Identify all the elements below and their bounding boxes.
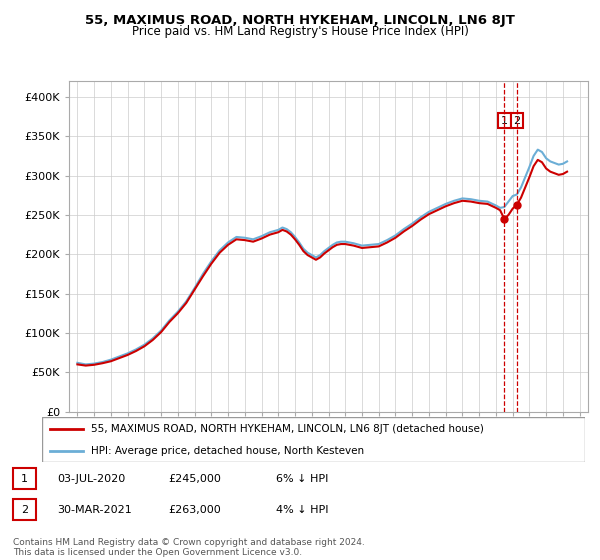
- Text: Price paid vs. HM Land Registry's House Price Index (HPI): Price paid vs. HM Land Registry's House …: [131, 25, 469, 38]
- Text: 30-MAR-2021: 30-MAR-2021: [57, 505, 132, 515]
- Text: £263,000: £263,000: [168, 505, 221, 515]
- Text: 03-JUL-2020: 03-JUL-2020: [57, 474, 125, 484]
- Text: 6% ↓ HPI: 6% ↓ HPI: [276, 474, 328, 484]
- Text: 55, MAXIMUS ROAD, NORTH HYKEHAM, LINCOLN, LN6 8JT (detached house): 55, MAXIMUS ROAD, NORTH HYKEHAM, LINCOLN…: [91, 424, 484, 435]
- Text: 1: 1: [21, 474, 28, 484]
- Text: 55, MAXIMUS ROAD, NORTH HYKEHAM, LINCOLN, LN6 8JT: 55, MAXIMUS ROAD, NORTH HYKEHAM, LINCOLN…: [85, 14, 515, 27]
- Text: 1: 1: [501, 115, 508, 125]
- Text: 2: 2: [513, 115, 520, 125]
- Text: 2: 2: [21, 505, 28, 515]
- Text: HPI: Average price, detached house, North Kesteven: HPI: Average price, detached house, Nort…: [91, 446, 364, 456]
- Text: Contains HM Land Registry data © Crown copyright and database right 2024.
This d: Contains HM Land Registry data © Crown c…: [13, 538, 365, 557]
- Text: £245,000: £245,000: [168, 474, 221, 484]
- Text: 4% ↓ HPI: 4% ↓ HPI: [276, 505, 329, 515]
